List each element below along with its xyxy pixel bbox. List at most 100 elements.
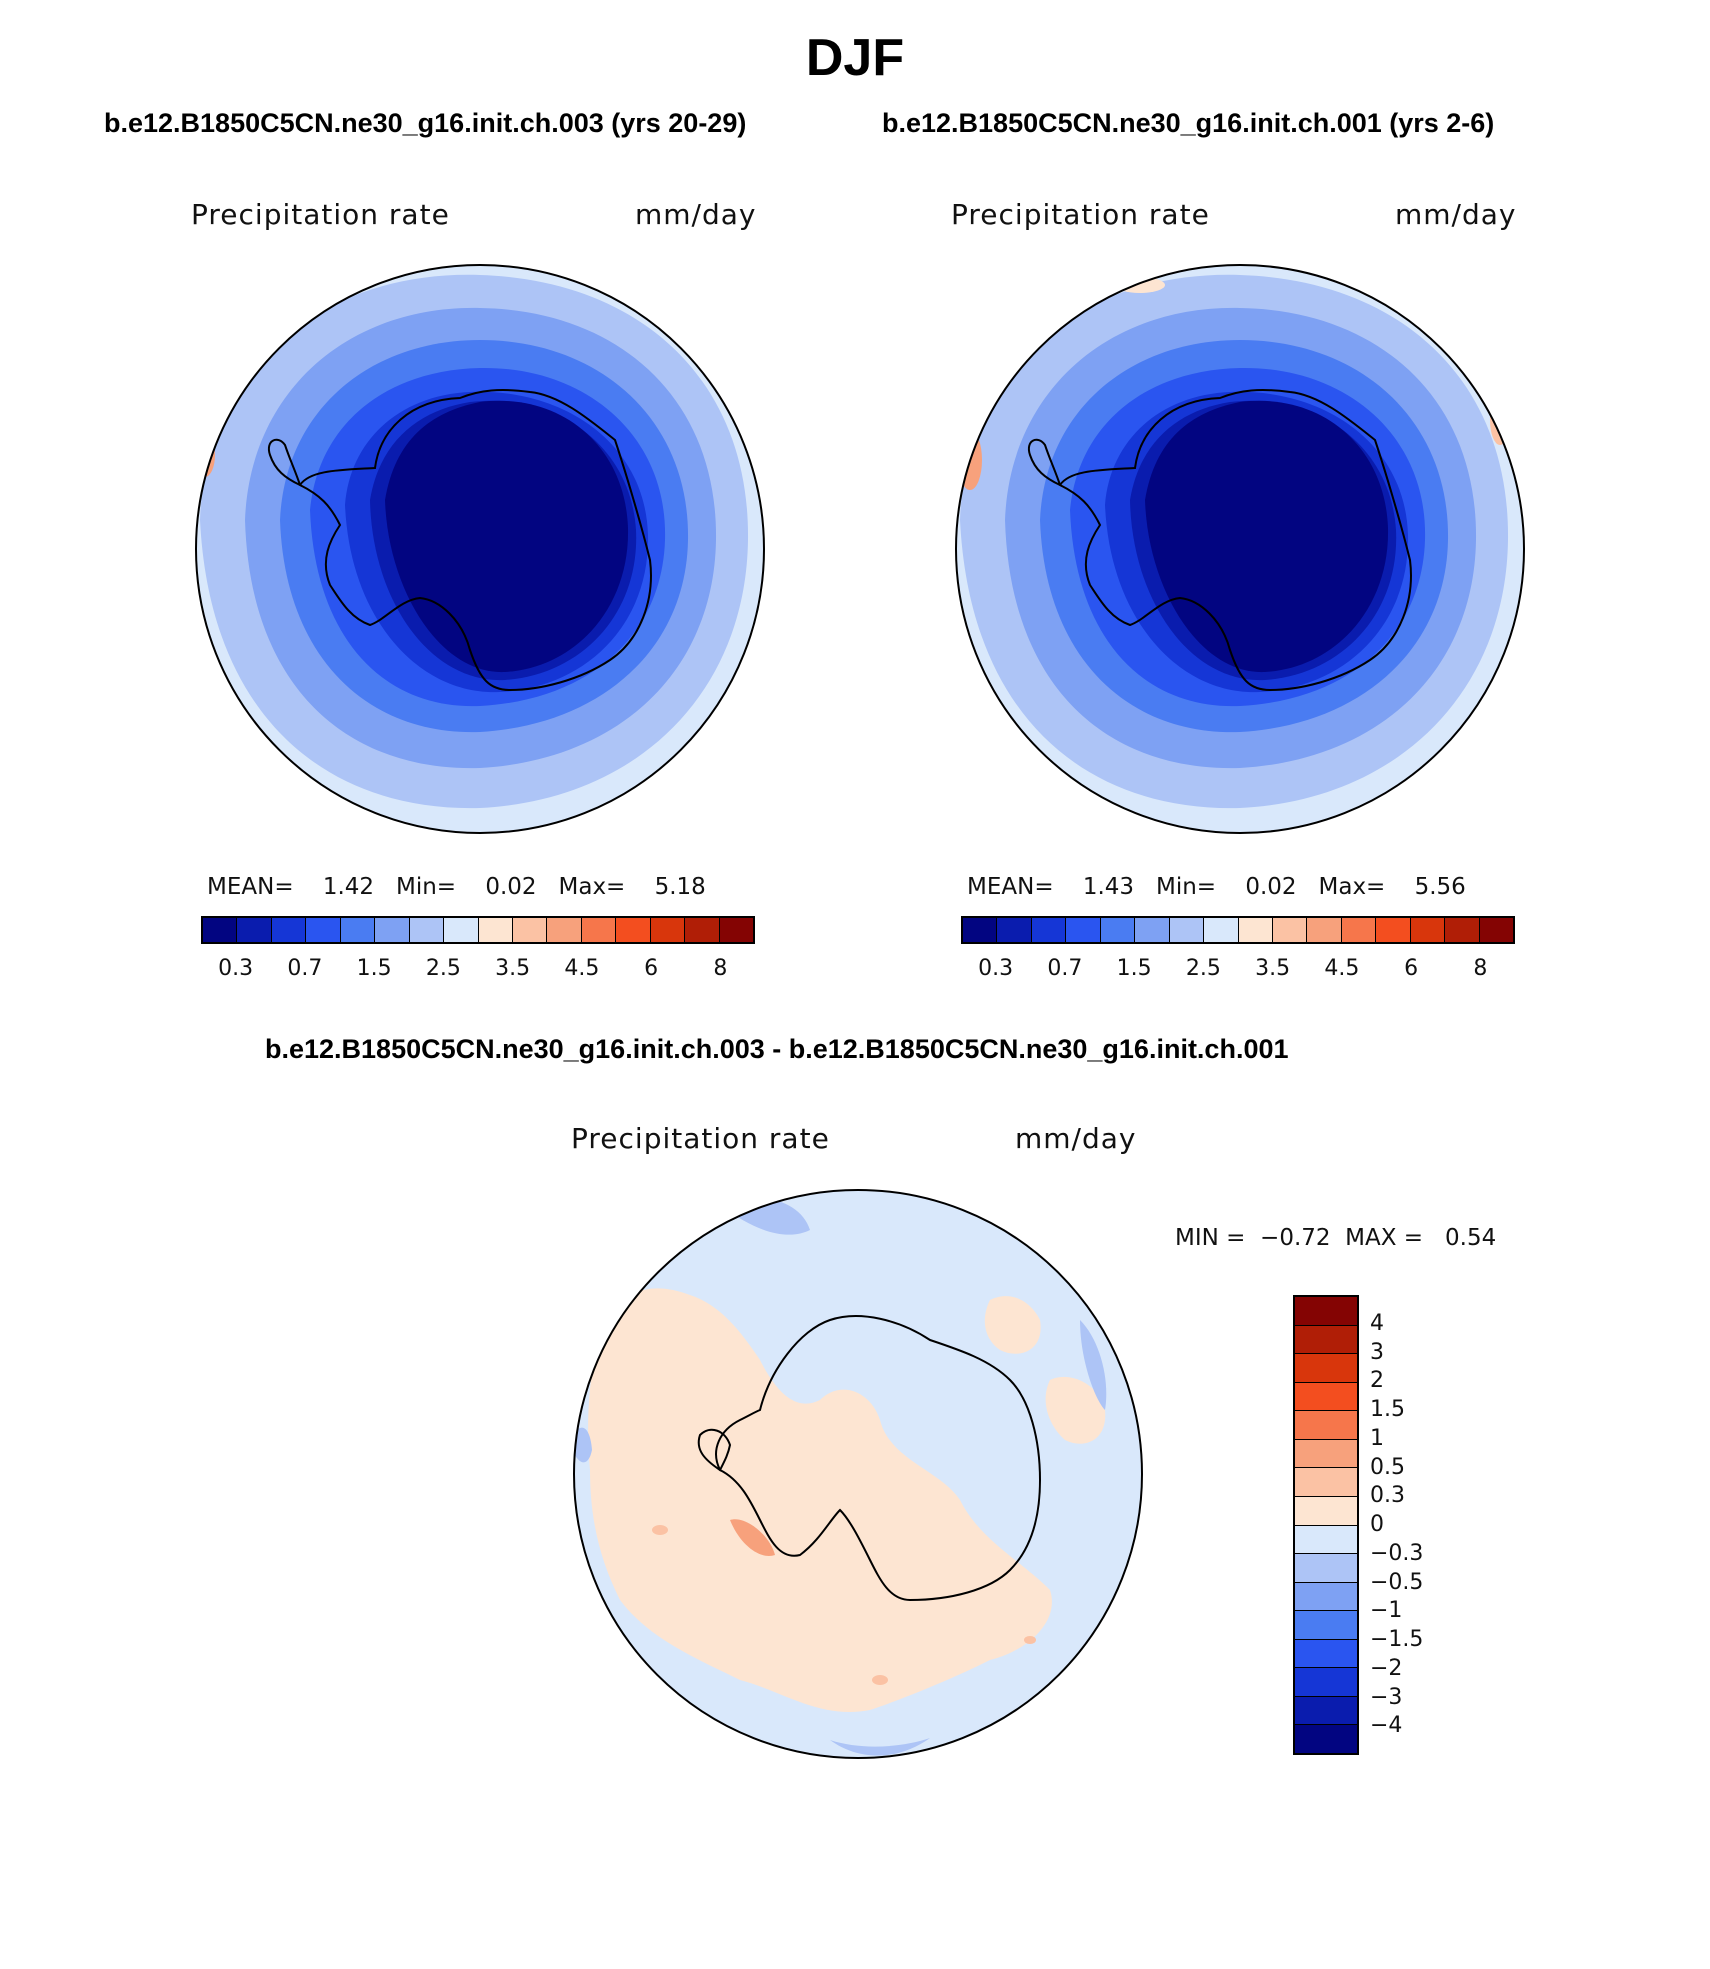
panel1-colorbar-box-12 xyxy=(616,918,651,942)
diff-colorbar-tick-label: −0.3 xyxy=(1370,1540,1424,1566)
diff-colorbar-box-5 xyxy=(1295,1439,1357,1469)
panel1-colorbar-box-5 xyxy=(375,918,410,942)
panel1-colorbar-box-7 xyxy=(444,918,479,942)
diff-colorbar-tick-label: 0.5 xyxy=(1370,1454,1405,1480)
diff-min-label: MIN = xyxy=(1175,1225,1246,1251)
diff-field xyxy=(574,1190,1142,1758)
panel2-colorbar-box-11 xyxy=(1341,918,1377,942)
diff-colorbar-box-13 xyxy=(1295,1668,1357,1697)
panel2-max-value: 5.56 xyxy=(1414,874,1466,900)
diff-colorbar-tick-label: 3 xyxy=(1370,1339,1384,1365)
panel1-colorbar-box-11 xyxy=(581,918,617,942)
panel2-colorbar-box-0 xyxy=(963,918,998,942)
panel1-colorbar-tick-label: 0.7 xyxy=(287,956,323,981)
panel1-max-label: Max= xyxy=(558,874,626,900)
panel2-colorbar xyxy=(961,916,1515,944)
diff-colorbar-box-6 xyxy=(1295,1468,1357,1497)
diff-colorbar-tick-label: 0.3 xyxy=(1370,1483,1405,1509)
diff-colorbar-tick-label: −1.5 xyxy=(1370,1627,1424,1652)
panel2-case-title: b.e12.B1850C5CN.ne30_g16.init.ch.001 (yr… xyxy=(882,108,1495,138)
panel2-min-label: Min= xyxy=(1156,874,1217,900)
panel1-min-label: Min= xyxy=(396,874,457,900)
diff-colorbar-box-7 xyxy=(1295,1496,1357,1526)
page-title: DJF xyxy=(805,29,905,87)
panel2-colorbar-box-8 xyxy=(1238,918,1273,942)
panel2-colorbar-tick-label: 1.5 xyxy=(1116,956,1152,981)
panel1-colorbar-box-14 xyxy=(685,918,720,942)
diff-colorbar-box-4 xyxy=(1295,1411,1357,1440)
panel2-colorbar-box-4 xyxy=(1100,918,1136,942)
panel1-colorbar-box-4 xyxy=(340,918,376,942)
panel2-colorbar-box-6 xyxy=(1169,918,1205,942)
diff-stats: MIN = −0.72 MAX = 0.54 xyxy=(1175,1225,1496,1251)
panel1-colorbar-box-9 xyxy=(512,918,548,942)
panel2-max-label: Max= xyxy=(1318,874,1386,900)
diff-colorbar-box-3 xyxy=(1295,1382,1357,1412)
diff-colorbar-box-2 xyxy=(1295,1354,1357,1383)
panel2-colorbar-tick-label: 6 xyxy=(1404,956,1419,981)
panel1-mean-label: MEAN= xyxy=(207,874,294,900)
diff-colorbar-tick-label: 1.5 xyxy=(1370,1397,1405,1422)
panel1-colorbar-tick-label: 6 xyxy=(644,956,659,981)
panel2-colorbar-box-9 xyxy=(1272,918,1308,942)
panel1-colorbar-tick-label: 1.5 xyxy=(356,956,392,981)
panel2-colorbar-box-1 xyxy=(997,918,1032,942)
panel1-precip-field xyxy=(196,265,764,833)
panel2-mean-value: 1.43 xyxy=(1082,874,1135,900)
diff-colorbar-box-9 xyxy=(1295,1554,1357,1583)
diff-colorbar-tick-label: 1 xyxy=(1370,1425,1384,1451)
panel1-min-value: 0.02 xyxy=(485,874,537,900)
diff-colorbar xyxy=(1293,1295,1359,1755)
panel1-colorbar-box-1 xyxy=(237,918,272,942)
diff-colorbar-box-14 xyxy=(1295,1696,1357,1726)
panel1-colorbar-box-3 xyxy=(306,918,341,942)
panel2-colorbar-box-2 xyxy=(1031,918,1067,942)
panel1-colorbar xyxy=(201,916,755,944)
diff-colorbar-box-1 xyxy=(1295,1325,1357,1355)
panel1-colorbar-tick-label: 0.3 xyxy=(218,956,254,981)
panel2-colorbar-box-14 xyxy=(1445,918,1480,942)
panel2-colorbar-tick-label: 0.3 xyxy=(978,956,1014,981)
panel2-min-value: 0.02 xyxy=(1245,874,1297,900)
panel1-colorbar-tick-label: 4.5 xyxy=(564,956,600,981)
diff-units-label: mm/day xyxy=(1015,1122,1137,1155)
diff-max-label: MAX = xyxy=(1345,1225,1424,1251)
diff-colorbar-box-10 xyxy=(1295,1582,1357,1612)
panel2-mean-label: MEAN= xyxy=(967,874,1054,900)
diff-colorbar-box-0 xyxy=(1295,1297,1357,1326)
panel1-units-label: mm/day xyxy=(635,198,757,231)
panel1-colorbar-box-13 xyxy=(650,918,686,942)
panel2-units-label: mm/day xyxy=(1395,198,1517,231)
diff-colorbar-box-12 xyxy=(1295,1639,1357,1669)
panel1-stats: MEAN= 1.42 Min= 0.02 Max= 5.18 xyxy=(207,874,706,900)
diff-max-value: 0.54 xyxy=(1445,1225,1497,1251)
panel1-colorbar-box-6 xyxy=(409,918,445,942)
diff-colorbar-tick-label: −2 xyxy=(1370,1655,1403,1681)
panel2-colorbar-tick-label: 8 xyxy=(1473,956,1488,981)
panel2-colorbar-box-10 xyxy=(1307,918,1342,942)
panel1-colorbar-tick-label: 3.5 xyxy=(495,956,531,981)
diff-colorbar-tick-label: 2 xyxy=(1370,1368,1384,1394)
panel2-colorbar-tick-label: 3.5 xyxy=(1255,956,1291,981)
diff-colorbar-box-15 xyxy=(1295,1725,1357,1753)
panel2-colorbar-box-13 xyxy=(1410,918,1446,942)
diff-colorbar-tick-label: −1 xyxy=(1370,1598,1403,1624)
panel2-colorbar-box-5 xyxy=(1135,918,1170,942)
panel2-colorbar-box-3 xyxy=(1066,918,1101,942)
panel1-max-value: 5.18 xyxy=(654,874,706,900)
panel2-colorbar-box-15 xyxy=(1479,918,1513,942)
panel2-variable-label: Precipitation rate xyxy=(951,198,1210,231)
panel1-case-title: b.e12.B1850C5CN.ne30_g16.init.ch.003 (yr… xyxy=(104,108,747,138)
panel1-colorbar-box-2 xyxy=(271,918,307,942)
panel1-colorbar-box-0 xyxy=(203,918,238,942)
panel2-colorbar-tick-label: 0.7 xyxy=(1047,956,1083,981)
diff-case-title: b.e12.B1850C5CN.ne30_g16.init.ch.003 - b… xyxy=(265,1034,1289,1064)
diff-colorbar-box-8 xyxy=(1295,1525,1357,1555)
diff-colorbar-tick-label: −0.5 xyxy=(1370,1569,1424,1595)
panel2-colorbar-tick-label: 4.5 xyxy=(1324,956,1360,981)
panel2-colorbar-box-7 xyxy=(1204,918,1239,942)
diff-variable-label: Precipitation rate xyxy=(571,1122,830,1155)
panel1-colorbar-box-15 xyxy=(719,918,753,942)
diff-colorbar-tick-label: 4 xyxy=(1370,1310,1384,1336)
